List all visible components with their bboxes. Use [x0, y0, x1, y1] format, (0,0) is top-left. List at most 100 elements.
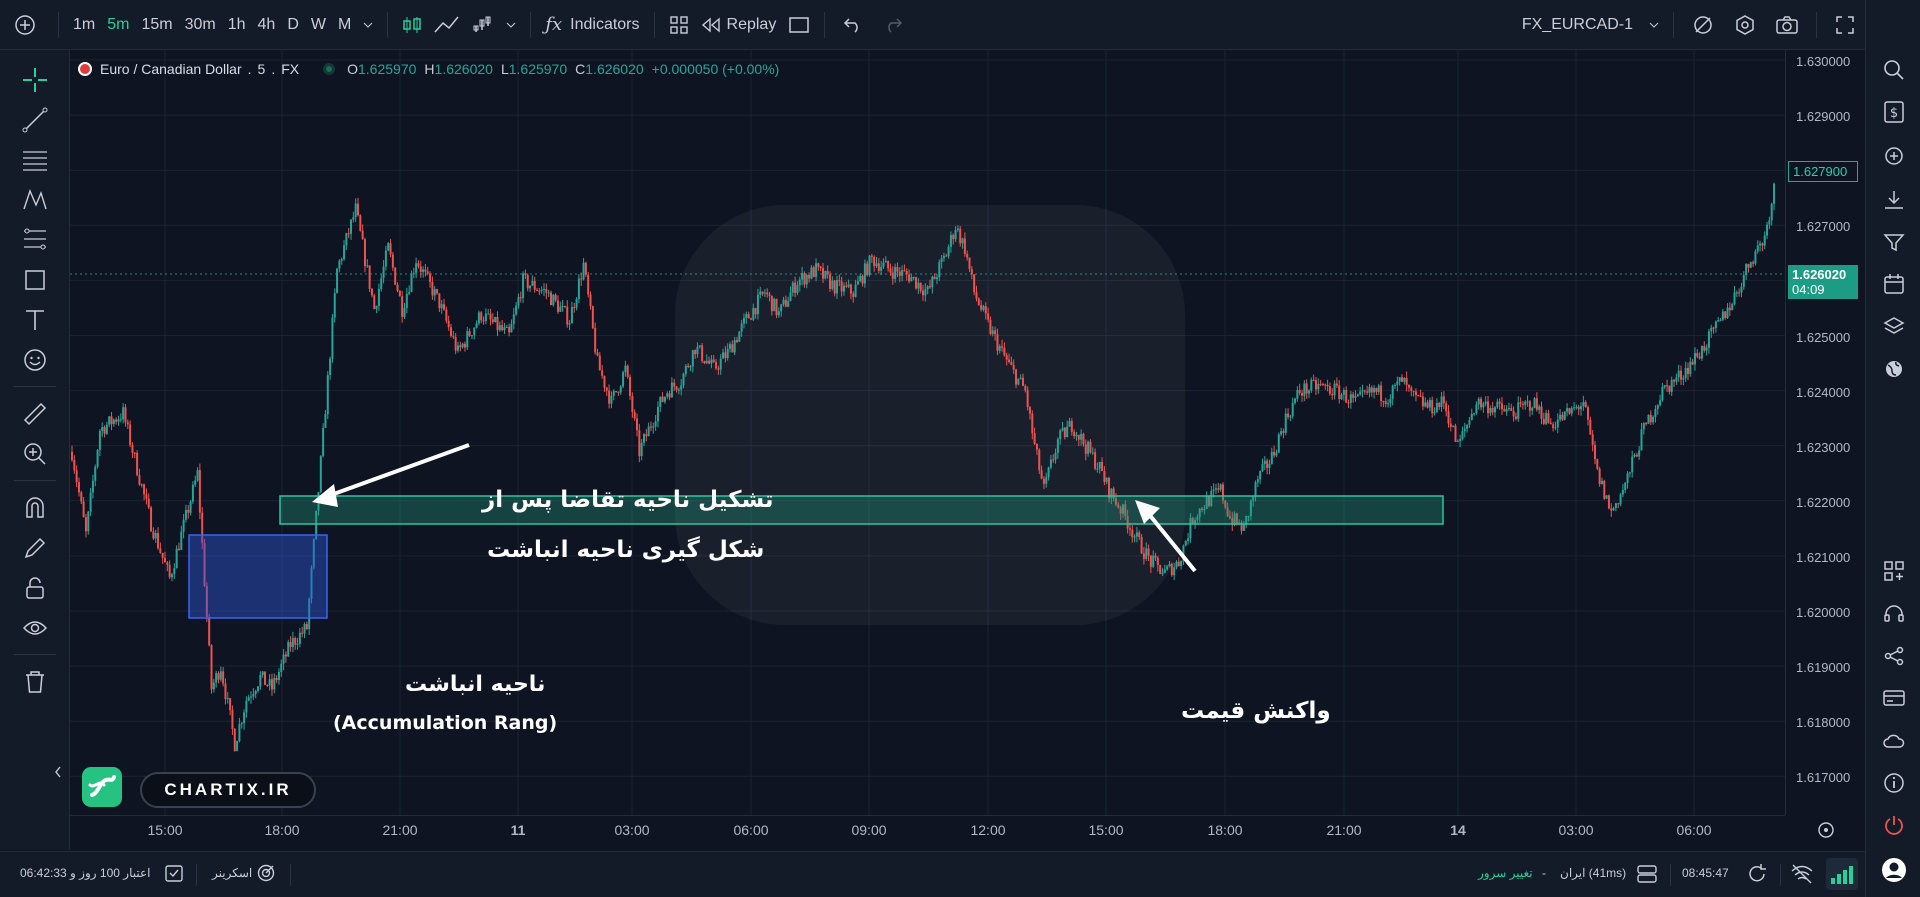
trash-icon[interactable]: [17, 664, 53, 700]
emoji-icon[interactable]: [17, 342, 53, 378]
replay-button[interactable]: Replay: [695, 9, 783, 41]
card-icon[interactable]: [1876, 680, 1912, 716]
trend-line-icon[interactable]: [17, 102, 53, 138]
auto-scale-icon[interactable]: [1816, 820, 1836, 843]
candle-body: [1466, 424, 1469, 429]
candle-body: [691, 350, 694, 367]
symbol-description[interactable]: Euro / Canadian Dollar: [100, 61, 242, 77]
separator-dash: -: [1542, 866, 1546, 880]
candle-body: [1428, 400, 1431, 408]
time-tick: 09:00: [851, 822, 887, 838]
connection-cloud-icon[interactable]: [1876, 723, 1912, 759]
dollar-icon[interactable]: $: [1876, 94, 1912, 130]
download-icon[interactable]: [1876, 182, 1912, 218]
candle-body: [659, 396, 662, 407]
demand-zone[interactable]: [279, 495, 1444, 525]
candles-chart-type-icon[interactable]: [396, 9, 428, 41]
candle-body: [877, 263, 880, 271]
add-alert-icon[interactable]: [1876, 138, 1912, 174]
candle-body: [1770, 203, 1773, 221]
fullscreen-rect-icon[interactable]: [782, 9, 816, 41]
candle-body: [480, 312, 483, 321]
interval-d[interactable]: D: [287, 15, 299, 33]
fullscreen-icon[interactable]: [1825, 9, 1865, 41]
text-icon[interactable]: [17, 302, 53, 338]
symbol-selector[interactable]: FX_EURCAD-1: [1516, 9, 1665, 41]
candle-body: [143, 484, 146, 495]
wifi-off-icon[interactable]: [1790, 863, 1814, 888]
price-chart[interactable]: [70, 50, 1785, 815]
rectangle-icon[interactable]: [17, 262, 53, 298]
candle-body: [1573, 407, 1576, 409]
ruler-icon[interactable]: [17, 396, 53, 432]
interval-30m[interactable]: 30m: [184, 15, 216, 33]
candle-body: [722, 352, 725, 359]
power-icon[interactable]: [1876, 808, 1912, 844]
candle-body: [1342, 390, 1345, 395]
share-icon[interactable]: [1876, 638, 1912, 674]
candle-body: [1617, 503, 1620, 505]
search-icon[interactable]: [1876, 52, 1912, 88]
magnet-icon[interactable]: [17, 490, 53, 526]
candle-body: [1328, 386, 1331, 394]
change-server-link[interactable]: تغییر سرور: [1478, 866, 1533, 880]
filter-icon[interactable]: [1876, 224, 1912, 260]
accumulation-zone[interactable]: [188, 534, 328, 619]
widgets-icon[interactable]: [1876, 553, 1912, 589]
candle-body: [266, 684, 269, 686]
interval-w[interactable]: W: [310, 15, 326, 33]
crosshair-icon[interactable]: [17, 62, 53, 98]
interval-5m[interactable]: 5m: [107, 15, 130, 33]
layout-icon[interactable]: [663, 9, 695, 41]
candle-body: [152, 531, 155, 539]
zoom-in-icon[interactable]: [17, 436, 53, 472]
info-icon[interactable]: [1876, 765, 1912, 801]
screener-radar-icon[interactable]: [256, 863, 276, 886]
interval-15m[interactable]: 15m: [141, 15, 173, 33]
undo-icon[interactable]: [833, 9, 873, 41]
user-avatar-icon[interactable]: [1876, 852, 1912, 888]
camera-icon[interactable]: [1766, 9, 1808, 41]
server-icon[interactable]: [1636, 864, 1658, 887]
candle-body: [938, 262, 941, 278]
interval-4h[interactable]: 4h: [257, 15, 276, 33]
interval-1h[interactable]: 1h: [227, 15, 246, 33]
alert-clock-icon[interactable]: [1682, 9, 1724, 41]
fib-icon[interactable]: [17, 222, 53, 258]
candle-body: [236, 741, 239, 752]
interval-m[interactable]: M: [337, 15, 352, 33]
pencil-lock-icon[interactable]: [17, 530, 53, 566]
add-symbol-icon[interactable]: [0, 9, 50, 41]
signal-strength-icon[interactable]: [1826, 858, 1858, 890]
screener-label[interactable]: اسکرینر: [212, 866, 253, 880]
candle-body: [131, 444, 134, 453]
candle-body: [668, 393, 671, 398]
interval-1m[interactable]: 1m: [73, 15, 96, 33]
eye-icon[interactable]: [17, 610, 53, 646]
globe-icon[interactable]: [1876, 351, 1912, 387]
collapse-toolbar-icon[interactable]: [48, 754, 68, 790]
chevron-down-icon[interactable]: [500, 9, 522, 41]
indicators-button[interactable]: ƒx Indicators: [539, 9, 645, 41]
line-chart-type-icon[interactable]: [428, 9, 466, 41]
chevron-down-icon[interactable]: [357, 9, 379, 41]
candle-body: [1226, 507, 1229, 517]
lock-icon[interactable]: [17, 570, 53, 606]
candle-body: [1468, 420, 1471, 425]
support-headset-icon[interactable]: [1876, 596, 1912, 632]
settings-hexagon-icon[interactable]: [1724, 9, 1766, 41]
calendar-icon[interactable]: [1876, 266, 1912, 302]
refresh-icon[interactable]: [1746, 863, 1768, 888]
time-axis[interactable]: 15:00 18:00 21:00 11 03:00 06:00 09:00 12:00 15:…: [70, 815, 1785, 850]
checklist-icon[interactable]: [164, 863, 184, 886]
chart-types-icon[interactable]: [466, 9, 500, 41]
horizontal-lines-icon[interactable]: [17, 142, 53, 178]
candle-body: [1056, 439, 1059, 453]
candle-body: [1177, 561, 1180, 567]
candle-body: [1163, 569, 1166, 573]
redo-icon[interactable]: [873, 9, 913, 41]
pattern-icon[interactable]: [17, 182, 53, 218]
price-axis[interactable]: 1.6300001.6290001.6280001.6270001.626000…: [1785, 50, 1865, 815]
layers-icon[interactable]: [1876, 309, 1912, 345]
candle-body: [87, 511, 90, 532]
